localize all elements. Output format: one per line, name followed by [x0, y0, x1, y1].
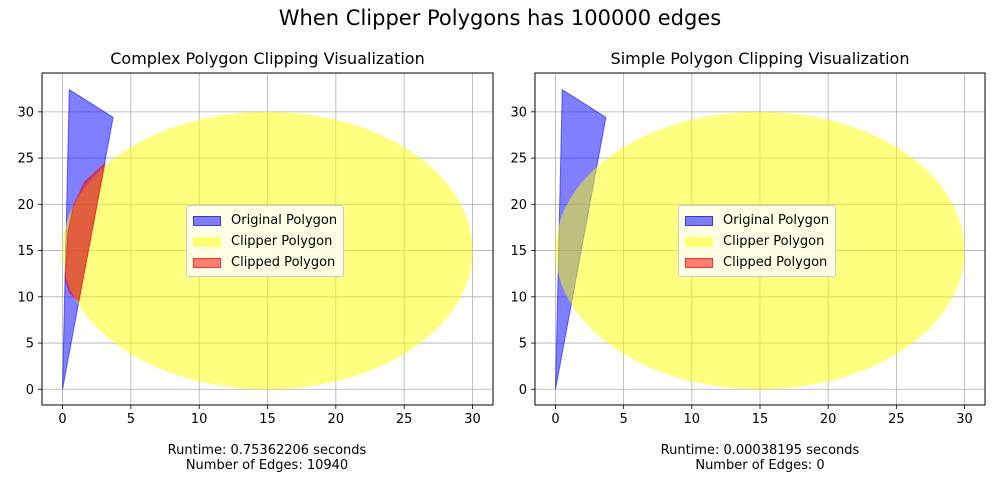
x-tick-label: 10	[684, 412, 701, 427]
x-tick-label: 20	[820, 412, 837, 427]
legend-swatch-clipper	[193, 236, 221, 247]
legend-item-clipper: Clipper Polygon	[193, 231, 337, 252]
y-tick-label: 25	[17, 152, 34, 167]
legend-item-original: Original Polygon	[685, 210, 829, 231]
runtime-text: Runtime: 0.00038195 seconds	[660, 443, 860, 458]
figure-title: When Clipper Polygons has 100000 edges	[278, 6, 722, 30]
legend-label-clipper: Clipper Polygon	[231, 234, 333, 249]
legend-swatch-clipped	[193, 257, 221, 268]
y-tick-label: 30	[17, 105, 34, 120]
series-clipped-polygon	[64, 162, 106, 303]
x-tick-label: 5	[127, 412, 135, 427]
x-tick-label: 15	[259, 412, 276, 427]
legend-item-clipped: Clipped Polygon	[685, 252, 829, 273]
y-tick-label: 10	[17, 290, 34, 305]
x-tick-label: 0	[551, 412, 559, 427]
legend-label-original: Original Polygon	[231, 213, 338, 228]
y-tick-label: 20	[510, 198, 527, 213]
chart-title: Simple Polygon Clipping Visualization	[611, 49, 910, 68]
edges-text: Number of Edges: 10940	[185, 458, 349, 473]
footer-simple: Runtime: 0.00038195 seconds Number of Ed…	[610, 443, 910, 473]
y-tick-label: 5	[519, 337, 527, 352]
x-tick-label: 25	[888, 412, 905, 427]
chart-title: Complex Polygon Clipping Visualization	[110, 49, 424, 68]
legend-swatch-clipper	[685, 236, 713, 247]
x-tick-label: 30	[464, 412, 481, 427]
legend-item-clipped: Clipped Polygon	[193, 252, 337, 273]
legend-label-clipper: Clipper Polygon	[723, 234, 825, 249]
runtime-text: Runtime: 0.75362206 seconds	[167, 443, 367, 458]
legend-complex: Original Polygon Clipper Polygon Clipped…	[186, 205, 345, 277]
legend-item-clipper: Clipper Polygon	[685, 231, 829, 252]
legend-swatch-clipped	[685, 257, 713, 268]
x-tick-label: 10	[191, 412, 208, 427]
y-tick-label: 25	[510, 152, 527, 167]
legend-swatch-original	[193, 215, 221, 226]
x-tick-label: 0	[58, 412, 66, 427]
y-tick-label: 10	[510, 290, 527, 305]
y-tick-label: 5	[26, 337, 34, 352]
y-tick-label: 20	[17, 198, 34, 213]
y-tick-label: 15	[17, 244, 34, 259]
x-tick-label: 20	[328, 412, 345, 427]
y-tick-label: 0	[26, 383, 34, 398]
x-tick-label: 15	[752, 412, 769, 427]
legend-swatch-original	[685, 215, 713, 226]
y-tick-label: 0	[519, 383, 527, 398]
legend-simple: Original Polygon Clipper Polygon Clipped…	[678, 205, 837, 277]
legend-label-original: Original Polygon	[723, 213, 830, 228]
x-tick-label: 25	[396, 412, 413, 427]
y-tick-label: 15	[510, 244, 527, 259]
legend-label-clipped: Clipped Polygon	[723, 255, 828, 270]
y-tick-label: 30	[510, 105, 527, 120]
x-tick-label: 30	[956, 412, 973, 427]
legend-item-original: Original Polygon	[193, 210, 337, 231]
edges-text: Number of Edges: 0	[695, 458, 825, 473]
x-tick-label: 5	[619, 412, 627, 427]
legend-label-clipped: Clipped Polygon	[231, 255, 336, 270]
footer-complex: Runtime: 0.75362206 seconds Number of Ed…	[117, 443, 417, 473]
